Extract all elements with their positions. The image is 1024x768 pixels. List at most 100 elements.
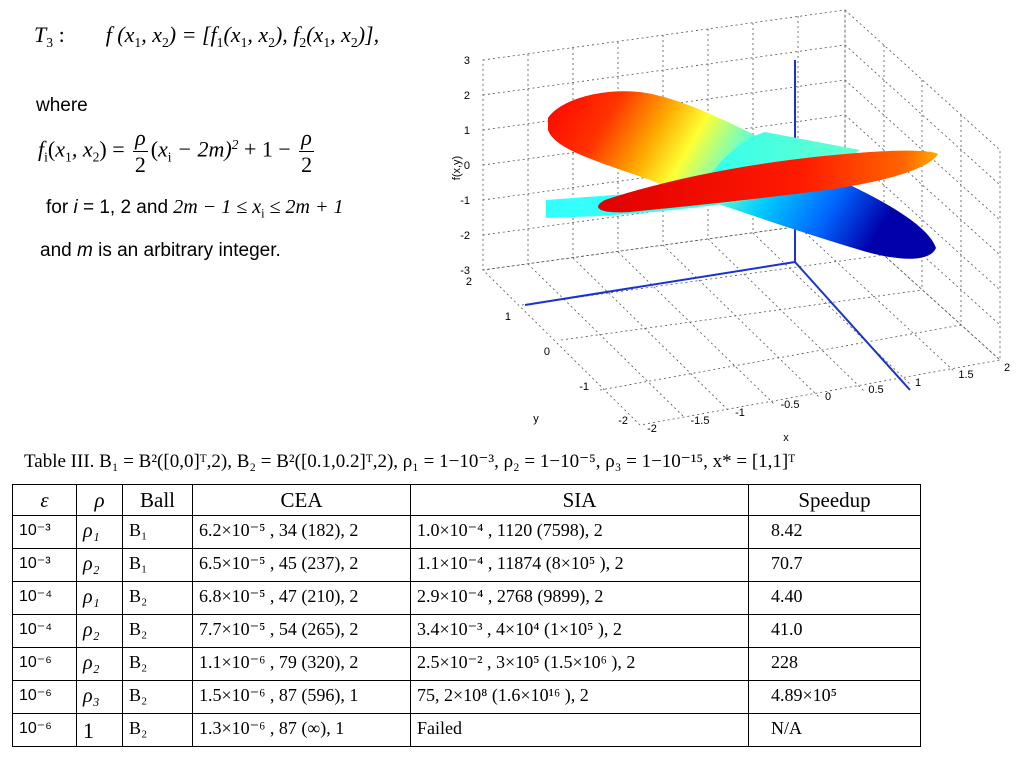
z-axis-label: f(x,y) [451,156,463,180]
cell-rho: ρ₂ [76,548,123,582]
cell-ball: B₂ [122,647,193,681]
for-condition: for i = 1, 2 and 2m − 1 ≤ xi ≤ 2m + 1 [46,196,343,221]
x-tick: -2 [647,423,657,435]
and-prefix: and [40,240,77,261]
box-grid [482,9,1001,426]
x-tick: 0 [825,391,831,403]
cell-rho: ρ₂ [76,647,123,681]
table-row: 10⁻³ ρ₂ B₁ 6.5×10⁻⁵ , 45 (237), 2 1.1×10… [12,548,921,582]
x-tick: -0.5 [781,399,800,411]
frac-num: ρ [299,125,314,152]
header-ball: Ball [122,484,193,516]
and-m-note: and m is an arbitrary integer. [40,240,281,262]
and-rest: is an arbitrary integer. [92,240,281,261]
t3-expression: f (x1, x2) = [f1(x1, x2), f2(x1, x2)], [105,22,380,50]
cell-cea: 1.3×10⁻⁶ , 87 (∞), 1 [192,713,411,747]
for-rest: = 1, 2 and [77,197,174,218]
cell-epsilon: 10⁻⁴ [12,581,77,615]
cell-sia: 2.5×10⁻² , 3×10⁵ (1.5×10⁶ ), 2 [410,647,749,681]
t3-colon: : [58,22,65,47]
z-tick: -2 [460,230,470,242]
fi-subscript: i [44,149,48,165]
square-exp: 2 [231,137,239,153]
cell-speedup: N/A [748,713,921,747]
y-ticks: 2 1 0 -1 -2 [466,276,628,427]
x-tick: 0.5 [868,384,883,396]
table-caption: Table III. B₁ = B²([0,0]ᵀ,2), B₂ = B²([0… [24,451,796,472]
cell-epsilon: 10⁻⁶ [12,680,77,714]
table-row: 10⁻³ ρ₁ B₁ 6.2×10⁻⁵ , 34 (182), 2 1.0×10… [12,515,921,549]
x-tick: 2 [1004,362,1010,374]
cell-sia: 1.1×10⁻⁴ , 11874 (8×10⁵ ), 2 [410,548,749,582]
fi-tail: + 1 − [238,136,291,162]
y-tick: -1 [579,381,589,393]
z-tick: -1 [460,195,470,207]
table-row: 10⁻⁶ 1 B₂ 1.3×10⁻⁶ , 87 (∞), 1 Failed N/… [12,713,921,747]
z-tick: 2 [464,90,470,102]
frac-den: 2 [134,152,146,177]
for-i: i [73,197,78,218]
z-tick: 0 [464,160,470,172]
cell-epsilon: 10⁻⁶ [12,713,77,747]
cell-sia: 1.0×10⁻⁴ , 1120 (7598), 2 [410,515,749,549]
cell-epsilon: 10⁻⁶ [12,647,77,681]
surface-plot: 3 2 1 0 -1 -2 -3 f(x,y) 2 1 0 -1 -2 y -2… [451,9,1010,444]
cell-epsilon: 10⁻⁴ [12,614,77,648]
cell-sia: 75, 2×10⁸ (1.6×10¹⁶ ), 2 [410,680,749,714]
y-tick: -2 [618,415,628,427]
header-speedup: Speedup [748,484,921,516]
z-tick: -3 [460,265,470,277]
cell-rho: ρ₃ [76,680,123,714]
cell-sia: Failed [410,713,749,747]
cell-speedup: 228 [748,647,921,681]
cell-speedup: 4.89×10⁵ [748,680,921,714]
cell-cea: 6.2×10⁻⁵ , 34 (182), 2 [192,515,411,549]
cell-ball: B₁ [122,548,193,582]
header-rho: ρ [76,484,123,516]
cell-cea: 1.1×10⁻⁶ , 79 (320), 2 [192,647,411,681]
fi-symbol: f [38,136,45,162]
cell-cea: 6.8×10⁻⁵ , 47 (210), 2 [192,581,411,615]
cell-epsilon: 10⁻³ [12,515,77,549]
cell-cea: 7.7×10⁻⁵ , 54 (265), 2 [192,614,411,648]
cell-speedup: 8.42 [748,515,921,549]
x-tick: 1 [915,377,921,389]
z-tick: 3 [464,55,470,67]
range-sub: i [261,206,265,221]
t3-label: T [34,22,47,47]
header-cea: CEA [192,484,411,516]
y-axis-label: y [533,413,539,425]
cell-ball: B₂ [122,581,193,615]
y-tick: 2 [466,276,472,288]
for-prefix: for [46,197,74,218]
cell-ball: B₂ [122,680,193,714]
header-epsilon: ε [12,484,77,516]
y-tick: 0 [544,346,550,358]
x-tick: -1 [735,407,745,419]
cell-cea: 6.5×10⁻⁵ , 45 (237), 2 [192,548,411,582]
where-label: where [36,95,88,116]
surface-sheet-red [598,150,938,213]
cell-epsilon: 10⁻³ [12,548,77,582]
fi-mid: − 2m) [171,136,232,162]
range-expr: 2m − 1 ≤ x [173,196,262,218]
and-m: m [76,240,93,261]
cell-rho: ρ₁ [76,581,123,615]
cell-speedup: 70.7 [748,548,921,582]
cell-ball: B₂ [122,614,193,648]
cell-rho: 1 [76,713,123,747]
z-tick: 1 [464,125,470,137]
t3-definition: T3 : f (x1, x2) = [f1(x1, x2), f2(x1, x2… [34,22,379,51]
cell-ball: B₁ [122,515,193,549]
x-ticks: -2 -1.5 -1 -0.5 0 0.5 1 1.5 2 [647,362,1010,435]
frac-num: ρ [133,125,148,152]
cell-speedup: 4.40 [748,581,921,615]
cell-rho: ρ₁ [76,515,123,549]
x-tick: -1.5 [691,415,710,427]
cell-sia: 3.4×10⁻³ , 4×10⁴ (1×10⁵ ), 2 [410,614,749,648]
z-ticks: 3 2 1 0 -1 -2 -3 [460,55,470,277]
table-row: 10⁻⁴ ρ₂ B₂ 7.7×10⁻⁵ , 54 (265), 2 3.4×10… [12,614,921,648]
